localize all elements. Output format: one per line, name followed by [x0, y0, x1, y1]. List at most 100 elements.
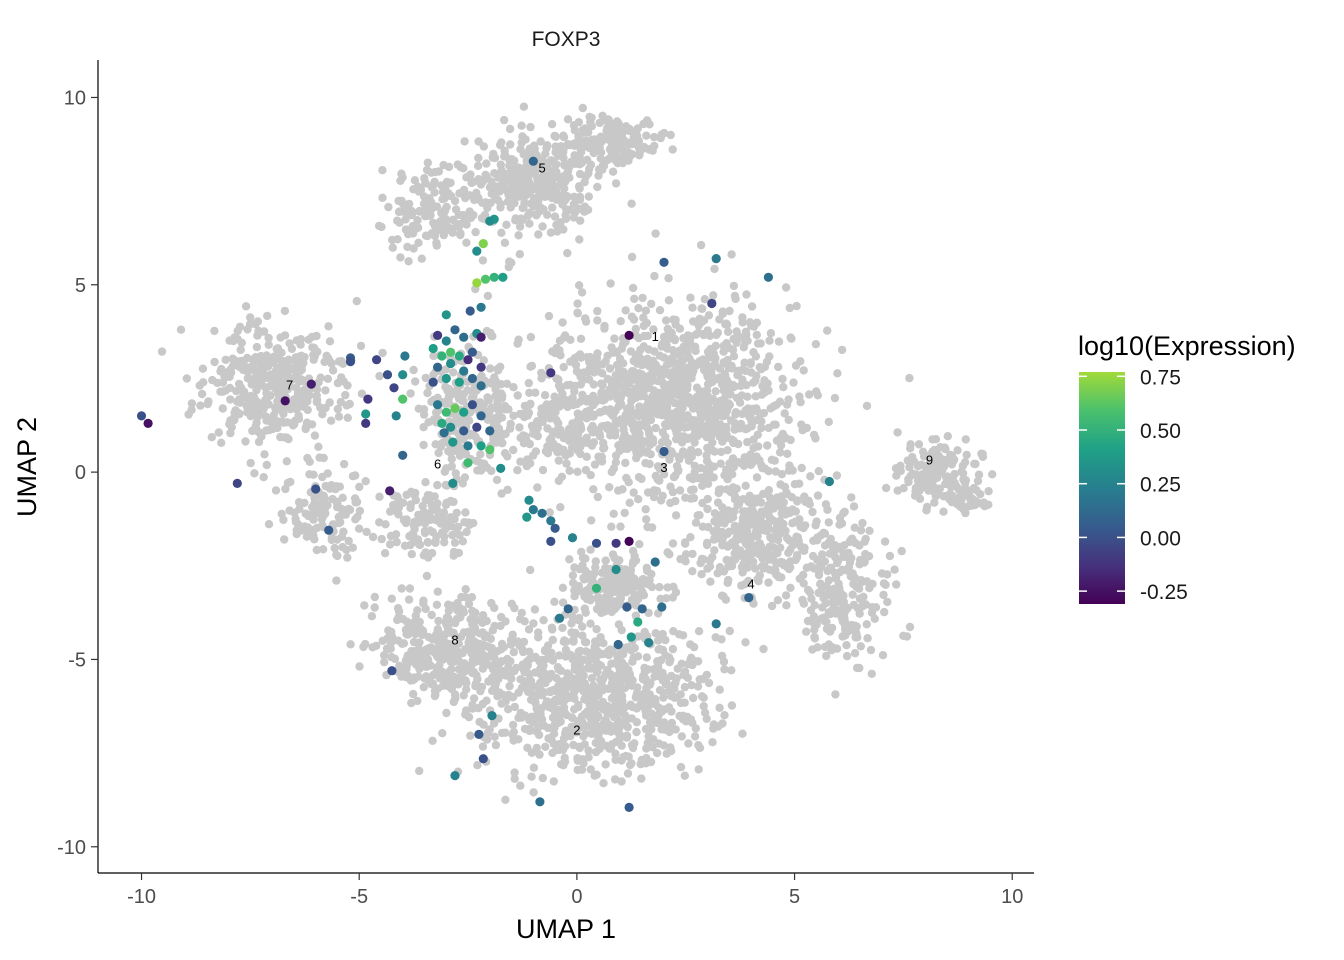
background-cell [565, 424, 574, 434]
data-point [611, 564, 621, 575]
background-cell [856, 642, 865, 651]
data-point [626, 632, 636, 642]
background-cell [418, 630, 427, 639]
background-cell [589, 410, 599, 419]
background-cell [563, 248, 572, 258]
background-cell [497, 228, 506, 237]
background-cell [555, 651, 564, 660]
background-cell [695, 511, 704, 520]
background-cell [599, 639, 608, 648]
background-cell [773, 549, 782, 558]
background-cell [821, 500, 831, 509]
background-cell [619, 649, 628, 659]
background-cell [591, 637, 600, 646]
background-cell [547, 120, 557, 129]
background-cell [440, 467, 449, 476]
background-cell [469, 694, 479, 703]
background-cell [243, 353, 252, 363]
background-cell [519, 637, 529, 647]
background-cell [642, 131, 651, 140]
background-cell [568, 571, 578, 580]
background-cell [918, 447, 928, 456]
background-cell [759, 644, 768, 654]
background-cell [362, 527, 371, 537]
background-cell [338, 493, 347, 502]
background-cell [743, 558, 753, 567]
background-cell [565, 140, 574, 150]
background-cell [629, 315, 639, 324]
background-cell [226, 428, 235, 438]
background-cell [714, 722, 723, 731]
background-cell [394, 207, 404, 217]
background-cell [529, 682, 538, 691]
background-cell [632, 688, 642, 698]
background-cell [973, 498, 983, 507]
background-cell [940, 456, 950, 465]
background-cell [984, 487, 993, 496]
background-cell [553, 718, 562, 727]
background-cell [539, 721, 549, 730]
background-cell [743, 508, 752, 517]
background-cell [415, 766, 424, 776]
background-cell [629, 557, 638, 566]
background-cell [510, 774, 519, 783]
background-cell [533, 483, 542, 492]
background-cell [408, 657, 417, 666]
background-cell [810, 625, 819, 634]
background-cell [500, 449, 510, 458]
background-cell [793, 496, 802, 505]
background-cell [464, 662, 474, 671]
background-cell [687, 653, 696, 662]
background-cell [261, 412, 270, 421]
background-cell [552, 189, 561, 199]
data-point [591, 538, 602, 548]
background-cell [470, 645, 479, 655]
background-cell [323, 469, 332, 478]
background-cell [422, 165, 432, 175]
data-point [485, 445, 495, 455]
background-cell [785, 303, 794, 313]
background-cell [387, 652, 396, 662]
background-cell [461, 585, 470, 594]
background-cell [634, 495, 643, 504]
background-cell [479, 142, 488, 151]
data-point [624, 802, 634, 813]
background-cell [578, 622, 587, 631]
background-cell [424, 676, 433, 685]
background-cell [413, 606, 422, 615]
background-cell [721, 465, 731, 475]
data-point [459, 426, 469, 436]
background-cell [402, 490, 411, 500]
background-cell [809, 564, 819, 573]
background-cell [474, 193, 483, 203]
background-cell [565, 671, 574, 680]
background-cell [609, 409, 618, 419]
background-cell [584, 192, 593, 201]
background-cell [939, 507, 948, 516]
background-cell [404, 257, 413, 266]
background-cell [505, 424, 515, 433]
background-cell [446, 657, 455, 666]
background-cell [320, 498, 330, 507]
data-point [476, 362, 486, 372]
background-cell [460, 137, 469, 146]
background-cell [893, 428, 902, 437]
background-cell [464, 638, 473, 647]
background-cell [678, 631, 688, 640]
background-cell [594, 165, 604, 174]
background-cell [807, 594, 816, 603]
background-cell [890, 565, 899, 574]
background-cell [690, 467, 699, 477]
background-cell [583, 394, 593, 404]
background-cell [567, 619, 576, 628]
background-cell [408, 221, 417, 231]
background-cell [614, 486, 623, 495]
background-cell [620, 683, 630, 693]
background-cell [795, 479, 804, 488]
background-cell [721, 341, 730, 350]
background-cell [464, 518, 473, 527]
background-cell [296, 340, 305, 349]
background-cell [648, 368, 657, 377]
background-cell [617, 675, 627, 684]
background-cell [525, 670, 534, 679]
